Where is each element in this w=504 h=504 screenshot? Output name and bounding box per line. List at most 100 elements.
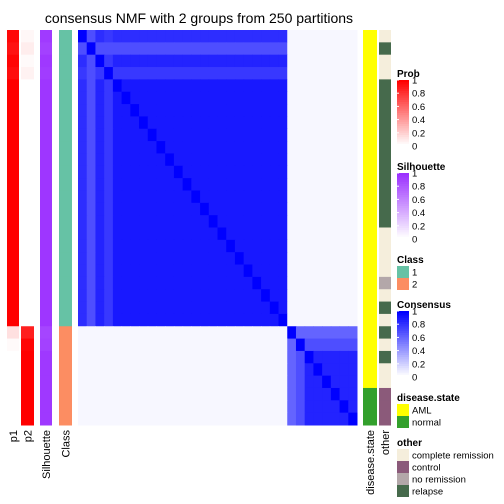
- consensus-cell: [339, 227, 349, 241]
- consensus-cell: [130, 30, 140, 43]
- consensus-cell: [330, 363, 341, 377]
- consensus-cell: [208, 54, 218, 68]
- consensus-cell: [156, 30, 166, 43]
- consensus-cell: [104, 276, 114, 290]
- consensus-cell: [147, 313, 157, 327]
- consensus-cell: [339, 178, 349, 191]
- consensus-cell: [330, 301, 341, 315]
- p2-cell: [21, 338, 34, 352]
- consensus-cell: [139, 264, 149, 278]
- consensus-cell: [295, 338, 306, 352]
- consensus-tick-label: 0: [412, 373, 417, 384]
- consensus-cell: [269, 42, 280, 56]
- consensus-cell: [200, 400, 210, 414]
- consensus-cell: [112, 54, 123, 68]
- consensus-cell: [200, 30, 210, 43]
- consensus-cell: [348, 400, 358, 414]
- consensus-cell: [226, 326, 236, 340]
- consensus-cell: [261, 239, 271, 253]
- consensus-cell: [304, 239, 314, 253]
- consensus-cell: [313, 326, 323, 340]
- consensus-cell: [278, 264, 288, 278]
- consensus-cell: [322, 67, 332, 80]
- p1-cell: [7, 338, 19, 352]
- prob-colorbar-segment: [397, 93, 409, 96]
- consensus-cell: [287, 326, 297, 340]
- consensus-cell: [173, 227, 184, 241]
- silhouette-colorbar-segment: [397, 201, 409, 205]
- consensus-cell: [121, 252, 131, 266]
- consensus-cell: [295, 252, 306, 266]
- silhouette-cell: [40, 67, 52, 80]
- consensus-cell: [147, 42, 157, 56]
- disease-state-cell: [363, 165, 377, 179]
- right-annotations: [363, 30, 391, 426]
- consensus-cell: [130, 91, 140, 105]
- consensus-cell: [112, 363, 123, 377]
- consensus-cell: [165, 91, 175, 105]
- consensus-cell: [200, 252, 210, 266]
- consensus-cell: [95, 215, 105, 228]
- consensus-cell: [173, 153, 184, 167]
- consensus-cell: [78, 363, 88, 377]
- consensus-cell: [304, 276, 314, 290]
- class-cell: [59, 387, 72, 401]
- consensus-cell: [86, 42, 96, 56]
- consensus-cell: [322, 227, 332, 241]
- consensus-cell: [78, 301, 88, 315]
- p1-cell: [7, 202, 19, 216]
- consensus-cell: [330, 252, 341, 266]
- consensus-cell: [191, 326, 201, 340]
- consensus-cell: [208, 67, 218, 80]
- consensus-cell: [217, 141, 227, 154]
- consensus-cell: [182, 252, 192, 266]
- consensus-cell: [165, 67, 175, 80]
- prob-colorbar-segment: [397, 128, 409, 132]
- consensus-cell: [139, 128, 149, 142]
- silhouette-cell: [40, 54, 52, 68]
- consensus-cell: [261, 79, 271, 93]
- consensus-cell: [86, 116, 96, 130]
- class-cell: [59, 30, 72, 43]
- consensus-cell: [121, 239, 131, 253]
- consensus-cell: [339, 326, 349, 340]
- consensus-cell: [278, 276, 288, 290]
- consensus-cell: [147, 387, 157, 401]
- consensus-cell: [330, 178, 341, 191]
- silhouette-tick-label: 1: [412, 169, 417, 180]
- consensus-cell: [322, 252, 332, 266]
- consensus-cell: [156, 141, 166, 154]
- consensus-cell: [313, 350, 323, 364]
- consensus-cell: [269, 79, 280, 93]
- silhouette-colorbar-segment: [397, 234, 409, 238]
- consensus-cell: [121, 178, 131, 191]
- consensus-cell: [130, 363, 140, 377]
- consensus-cell: [295, 412, 306, 426]
- consensus-cell: [165, 202, 175, 216]
- consensus-cell: [78, 104, 88, 117]
- consensus-cell: [182, 276, 192, 290]
- consensus-cell: [322, 128, 332, 142]
- consensus-cell: [322, 301, 332, 315]
- p1-cell: [7, 239, 19, 253]
- class-cell: [59, 128, 72, 142]
- consensus-cell: [104, 363, 114, 377]
- consensus-cell: [278, 326, 288, 340]
- consensus-cell: [313, 153, 323, 167]
- other-cell: [379, 313, 391, 327]
- consensus-cell: [200, 412, 210, 426]
- other-cell: [379, 91, 391, 105]
- consensus-cell: [191, 91, 201, 105]
- consensus-cell: [348, 190, 358, 204]
- consensus-cell: [200, 178, 210, 191]
- consensus-cell: [348, 289, 358, 303]
- consensus-cell: [295, 116, 306, 130]
- consensus-cell: [112, 252, 123, 266]
- consensus-cell: [339, 350, 349, 364]
- consensus-cell: [261, 202, 271, 216]
- consensus-cell: [78, 350, 88, 364]
- silhouette-cell: [40, 375, 52, 389]
- consensus-cell: [104, 387, 114, 401]
- consensus-cell: [200, 141, 210, 154]
- consensus-cell: [269, 141, 280, 154]
